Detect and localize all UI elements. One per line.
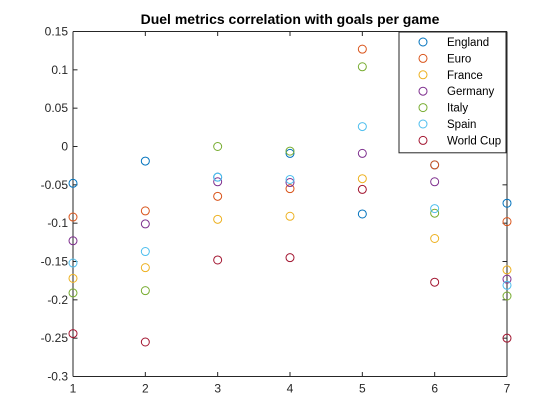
y-tick-label: 0.15: [45, 25, 69, 39]
data-point: [68, 178, 78, 188]
legend-item: World Cup: [418, 135, 501, 147]
legend-label: Italy: [447, 103, 468, 115]
legend: England Euro France Germany Italy Spain World …: [398, 31, 507, 154]
data-point: [68, 236, 78, 246]
legend-label: Germany: [447, 86, 495, 98]
data-point: [285, 253, 295, 263]
y-tick-label: -0.15: [41, 255, 69, 269]
data-point: [357, 122, 367, 132]
data-point: [357, 62, 367, 72]
data-point: [140, 247, 150, 257]
data-point: [140, 263, 150, 273]
data-point: [430, 160, 440, 170]
legend-marker: [418, 37, 428, 47]
data-point: [430, 208, 440, 218]
x-tick-label: 7: [504, 382, 511, 396]
y-tick-label: -0.25: [41, 331, 69, 345]
data-point: [213, 172, 223, 182]
x-tick-label: 4: [287, 382, 294, 396]
data-point: [213, 177, 223, 187]
legend-label: Euro: [447, 53, 471, 65]
legend-item: Germany: [418, 86, 495, 98]
data-point: [502, 280, 512, 290]
data-point: [430, 277, 440, 287]
data-point: [285, 148, 295, 158]
data-point: [68, 212, 78, 222]
data-point: [140, 286, 150, 296]
data-point: [357, 174, 367, 184]
data-point: [68, 273, 78, 283]
legend-item: Italy: [418, 103, 468, 115]
x-tick-label: 2: [142, 382, 149, 396]
y-tick-label: -0.3: [47, 370, 68, 384]
legend-item: France: [418, 70, 483, 82]
data-point: [430, 177, 440, 187]
series-italy: [68, 62, 512, 301]
data-point: [430, 234, 440, 243]
data-point: [68, 258, 78, 268]
series-spain: [68, 122, 512, 290]
data-point: [502, 198, 512, 208]
data-point: [140, 219, 150, 229]
y-tick-label: -0.1: [47, 216, 68, 230]
y-tick-label: 0.05: [45, 101, 69, 115]
legend-label: World Cup: [447, 135, 501, 147]
data-point: [213, 214, 223, 224]
data-point: [502, 265, 512, 275]
data-point: [213, 255, 223, 265]
y-tick-label: -0.05: [41, 178, 69, 192]
data-point: [213, 191, 223, 201]
series-germany: [68, 148, 512, 284]
data-point: [68, 329, 78, 339]
chart-title: Duel metrics correlation with goals per …: [141, 11, 440, 27]
legend-item: England: [418, 37, 489, 49]
data-point: [502, 291, 512, 301]
legend-item: Euro: [418, 53, 471, 65]
series-euro: [68, 44, 512, 227]
series-france: [68, 174, 512, 283]
legend-marker: [418, 70, 428, 80]
series-world-cup: [68, 184, 512, 347]
y-tick-label: 0: [61, 140, 68, 154]
y-tick-label: 0.1: [51, 63, 68, 77]
legend-label: Spain: [447, 119, 476, 131]
data-point: [502, 333, 512, 343]
legend-marker: [418, 119, 428, 129]
data-point: [140, 206, 150, 216]
legend-marker: [418, 86, 428, 96]
data-point: [357, 209, 367, 219]
data-markers: [68, 44, 512, 347]
x-tick-label: 5: [359, 382, 366, 396]
data-point: [285, 174, 295, 184]
x-tick-label: 1: [70, 382, 77, 396]
data-point: [285, 211, 295, 221]
legend-label: England: [447, 37, 489, 49]
data-point: [357, 44, 367, 54]
data-point: [285, 146, 295, 156]
legend-marker: [418, 135, 428, 145]
legend-marker: [418, 53, 428, 63]
data-point: [213, 142, 223, 151]
legend-label: France: [447, 70, 483, 82]
data-point: [502, 217, 512, 227]
x-tick-label: 3: [214, 382, 221, 396]
data-point: [502, 274, 512, 284]
legend-marker: [418, 103, 428, 113]
legend-item: Spain: [418, 119, 476, 131]
x-tick-label: 6: [431, 382, 438, 396]
data-point: [285, 184, 295, 194]
data-point: [68, 288, 78, 298]
data-point: [140, 337, 150, 347]
data-point: [357, 184, 367, 194]
data-point: [285, 178, 295, 188]
y-tick-label: -0.2: [47, 293, 68, 307]
data-point: [140, 156, 150, 166]
data-point: [357, 148, 367, 158]
legend-box: [398, 31, 507, 154]
data-point: [430, 204, 440, 214]
